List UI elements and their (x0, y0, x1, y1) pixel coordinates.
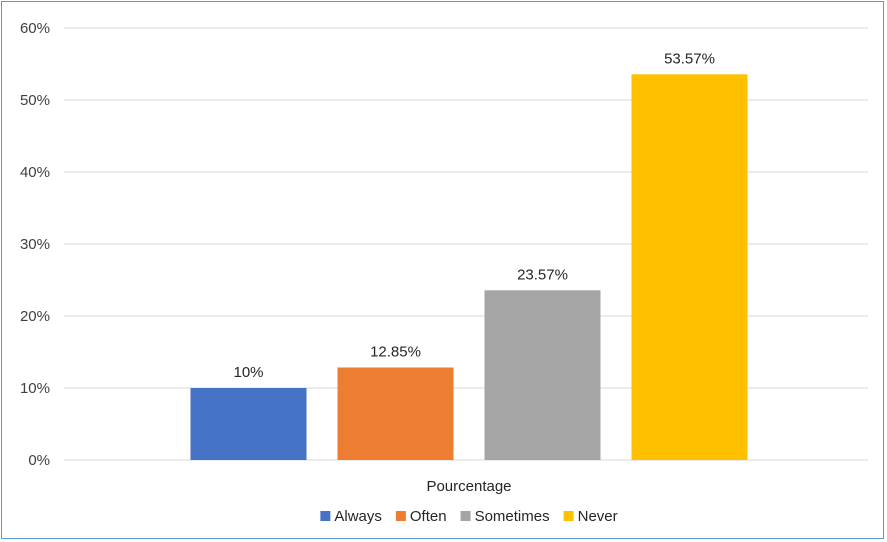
legend-swatch-often (395, 511, 406, 521)
bar-often (337, 367, 454, 460)
legend-label-sometimes: Sometimes (475, 508, 550, 525)
legend-swatch-never (563, 511, 574, 521)
y-tick-label: 0% (28, 452, 50, 469)
bar-never (631, 74, 748, 461)
legend-item-sometimes: Sometimes (460, 508, 550, 525)
y-tick-label: 20% (20, 308, 50, 325)
data-label-sometimes: 23.57% (517, 266, 568, 283)
y-tick-label: 50% (20, 92, 50, 109)
data-label-often: 12.85% (370, 343, 421, 360)
legend-label-always: Always (334, 508, 382, 525)
legend-swatch-sometimes (460, 511, 471, 521)
x-category-label: Pourcentage (426, 478, 511, 495)
data-label-never: 53.57% (664, 50, 715, 67)
bar-always (190, 388, 307, 460)
data-label-always: 10% (233, 364, 263, 381)
legend-item-never: Never (563, 508, 618, 525)
legend-label-never: Never (578, 508, 618, 525)
legend-item-always: Always (320, 508, 382, 525)
y-tick-label: 40% (20, 164, 50, 181)
y-tick-label: 10% (20, 380, 50, 397)
legend-swatch-always (320, 511, 331, 521)
y-tick-label: 60% (20, 20, 50, 37)
bar-sometimes (484, 290, 601, 460)
y-tick-label: 30% (20, 236, 50, 253)
legend-item-often: Often (395, 508, 447, 525)
legend-label-often: Often (410, 508, 447, 525)
